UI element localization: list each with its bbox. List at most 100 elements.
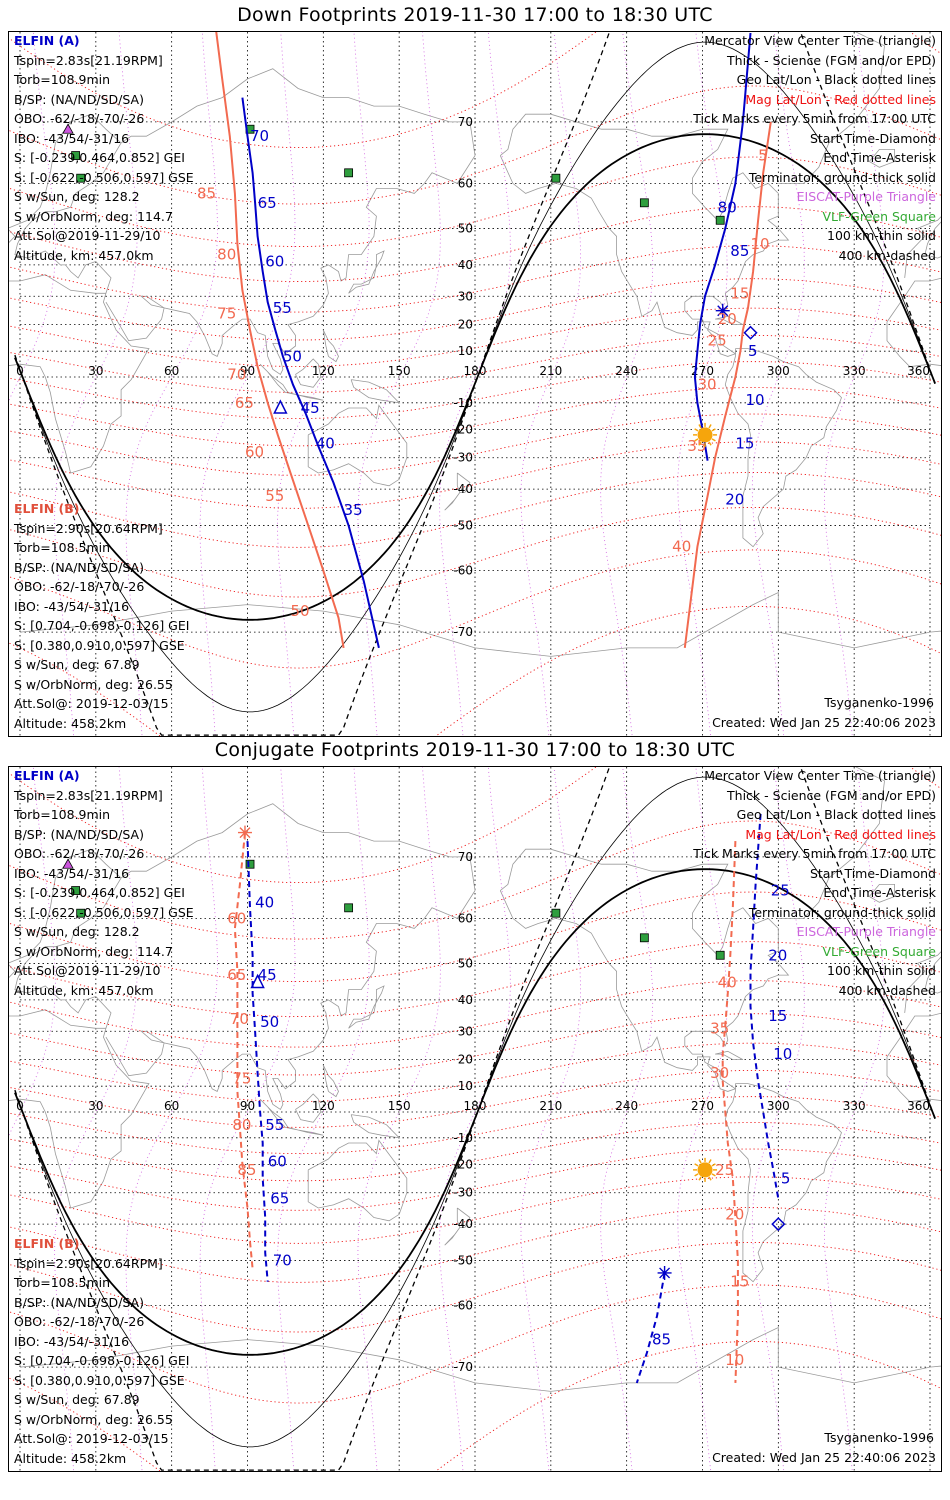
mag-lon-line (199, 767, 296, 1471)
eiscat-marker (62, 858, 74, 869)
vlf-marker (344, 168, 354, 178)
lat-tick-label: 50 (458, 221, 473, 235)
geo-grid (19, 32, 931, 736)
mag-lat-line (9, 361, 941, 420)
lon-tick-label: 0 (16, 364, 24, 378)
sun-ray (708, 1159, 712, 1164)
map-svg: 0 30 60 90 120 150 180 210 240 270 300 330 360706050… (8, 766, 942, 1472)
elfin-a-line: Tspin=2.83s[21.19RPM] (14, 52, 163, 68)
mag-lat-line (9, 941, 941, 1017)
footprint-tick-label: 55 (265, 487, 284, 505)
legend-item: Geo Lat/Lon - Black dotted lines (736, 807, 936, 822)
coastline (350, 1114, 401, 1139)
mag-lat-line (9, 1284, 941, 1404)
mag-lat-line (9, 1096, 941, 1155)
footprint-tick-label: 10 (751, 235, 770, 253)
coastline (9, 848, 150, 1209)
footprint-tick-label: 65 (227, 966, 246, 984)
center-triangle (250, 973, 265, 989)
coastline (929, 1365, 941, 1368)
lon-tick-label: 240 (615, 364, 638, 378)
elfin-b-start-asterisk (237, 825, 252, 840)
coastline (259, 363, 324, 401)
footprint-tick-label: 50 (260, 1013, 279, 1031)
elfin-b-line: B/SP: (NA/ND/SD/SA) (14, 1294, 144, 1310)
vlf-marker (344, 903, 354, 913)
elfin-a-header: ELFIN (A) (14, 768, 80, 783)
terminator (14, 767, 936, 1471)
lat-tick-label: 40 (458, 258, 473, 272)
mag-lon-line (751, 767, 805, 1471)
legend-item: 400 km-dashed (838, 982, 936, 998)
vlf-marker (551, 173, 561, 183)
mag-lon-line (357, 32, 441, 736)
lon-tick-label: 330 (843, 364, 866, 378)
center-triangle (273, 399, 288, 414)
legend-item: Geo Lat/Lon - Black dotted lines (736, 72, 936, 87)
vlf-marker (76, 173, 86, 183)
elfin-b-footprint: 85 80 75 70 65 60 55 50 5 10 15 20 25 30 35 40 (197, 32, 772, 649)
model-label: Tsyganenko-1996 (824, 1430, 934, 1445)
sun-ray (694, 1163, 699, 1167)
elfin-b-line: S: [0.704,-0.698,-0.126] GEI (14, 618, 190, 633)
mag-lat-line (9, 1122, 941, 1182)
coastline (724, 1083, 842, 1283)
mag-lon-line (277, 32, 370, 736)
start-diamond (743, 325, 758, 340)
legend-item: 100 km-thin solid (827, 963, 936, 978)
legend-item: Thick - Science (FGM and/or EPD) (727, 52, 936, 68)
footprint-track (246, 841, 269, 1282)
lon-tick-label: 120 (312, 364, 335, 378)
lat-tick-label: -20 (453, 422, 473, 436)
mag-lat-line (9, 413, 941, 476)
sun-ray (711, 1173, 716, 1177)
legend-item: Terminator: ground-thick solid (748, 904, 936, 920)
elfin-b-line: S w/Sun, deg: 67.89 (14, 657, 140, 672)
down-footprints-panel: Down Footprints 2019-11-30 17:00 to 18:3… (8, 4, 942, 737)
footprint-tick-label: 40 (672, 538, 691, 556)
mag-lat-line (9, 1148, 941, 1211)
mag-lat-line (9, 1069, 941, 1128)
legend-item: Terminator: ground-thick solid (748, 169, 936, 185)
elfin-a-line: OBO: -62/-18/-70/-26 (14, 111, 145, 126)
footprint-tick-label: 5 (781, 1169, 791, 1187)
coastlines (9, 32, 941, 657)
footprint-track (749, 813, 780, 1199)
map-svg: 0 30 60 90 120 150 180 210 240 270 300 330 360706050… (8, 31, 942, 737)
mag-lon-line (439, 767, 511, 1471)
lat-tick-label: -20 (453, 1157, 473, 1171)
mag-lat-line (9, 307, 941, 367)
footprint-tick-label: 10 (725, 1351, 744, 1369)
footprint-tick-label: 45 (301, 399, 320, 417)
coastline (350, 379, 401, 404)
mag-lon-line (125, 767, 218, 1471)
mag-grid (9, 767, 941, 1471)
vlf-marker (551, 908, 561, 918)
footprint-tick-label: 85 (652, 1331, 671, 1349)
sun-ray (694, 1173, 699, 1177)
mag-lon-line (824, 32, 885, 736)
axis-labels: 0 30 60 90 120 150 180 210 240 270 300 330 360706050… (16, 115, 930, 639)
elfin-a-header: ELFIN (A) (14, 33, 80, 48)
footprint-tick-label: 15 (730, 1273, 749, 1291)
elfin-a-line: Torb=108.9min (14, 807, 111, 822)
footprint-tick-label: 55 (273, 299, 292, 317)
footprint-tick-label: 35 (344, 501, 363, 519)
legend-item: VLF-Green Square (822, 208, 936, 224)
vlf-marker (715, 215, 725, 225)
coastline (778, 767, 885, 919)
sun-ray (711, 1163, 716, 1167)
mag-lat-line (9, 387, 941, 447)
elfin-b-line: IBO: -43/54/-31/16 (14, 1333, 130, 1349)
footprint-tick-label: 10 (745, 391, 764, 409)
mag-lat-line (9, 1013, 941, 1076)
elfin-b-line: Att.Sol@: 2019-12-03/15 (14, 1431, 169, 1446)
lat-tick-label: 70 (458, 850, 473, 864)
footprint-track (635, 1272, 666, 1384)
lon-tick-label: 240 (615, 1099, 638, 1113)
mag-lat-line (9, 820, 941, 940)
lon-tick-label: 360 (907, 364, 930, 378)
footprint-tick-label: 70 (227, 365, 246, 383)
legend: Mercator View Center Time (triangle) Thi… (693, 766, 936, 1000)
sun-disc (697, 427, 713, 443)
